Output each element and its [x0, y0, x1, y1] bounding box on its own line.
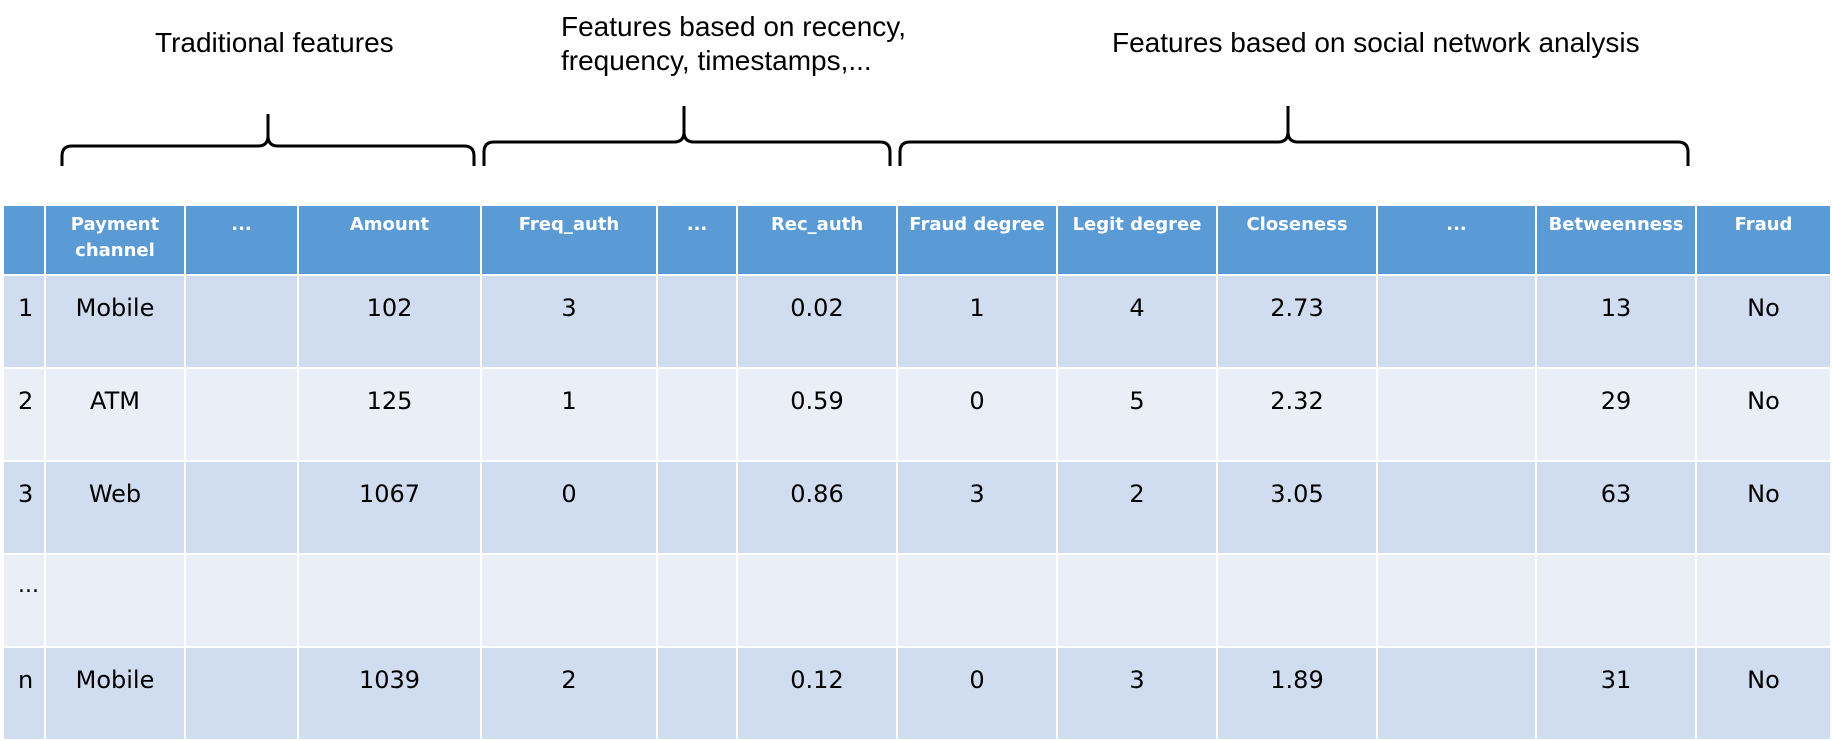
table-cell-ellipsis-1 [184, 553, 299, 648]
table-cell-payment-channel: Mobile [44, 646, 186, 741]
table-cell-payment-channel: ATM [44, 367, 186, 462]
table-cell-ellipsis-2 [656, 553, 738, 648]
column-header-betweenness: Betweenness [1535, 204, 1697, 276]
table-cell-fraud: No [1695, 460, 1832, 555]
group-label-traditional: Traditional features [155, 27, 394, 58]
column-header-ellipsis-3: ... [1376, 204, 1537, 276]
table-cell-payment-channel: Web [44, 460, 186, 555]
table-cell-fraud: No [1695, 274, 1832, 369]
table-cell-rec-auth: 0.02 [736, 274, 898, 369]
table-cell-amount: 102 [297, 274, 482, 369]
table-cell-ellipsis-2 [656, 460, 738, 555]
table-row: n Mobile 1039 2 0.12 0 3 1.89 31 No [2, 646, 1832, 741]
table-body: 1 Mobile 102 3 0.02 1 4 2.73 13 No 2 ATM 125 1 0.59 0 5 2… [2, 274, 1832, 741]
column-header-ellipsis-2: ... [656, 204, 738, 276]
table-cell-index: 2 [2, 367, 46, 462]
table-cell-betweenness [1535, 553, 1697, 648]
table-row: 1 Mobile 102 3 0.02 1 4 2.73 13 No [2, 274, 1832, 369]
table-cell-ellipsis-1 [184, 274, 299, 369]
table-cell-closeness: 3.05 [1216, 460, 1378, 555]
column-header-payment-channel: Payment channel [44, 204, 186, 276]
table-cell-fraud [1695, 553, 1832, 648]
table-cell-closeness: 1.89 [1216, 646, 1378, 741]
table-cell-ellipsis-1 [184, 646, 299, 741]
column-header-rec-auth: Rec_auth [736, 204, 898, 276]
table-cell-fraud: No [1695, 367, 1832, 462]
table-cell-amount: 1039 [297, 646, 482, 741]
table-cell-closeness: 2.73 [1216, 274, 1378, 369]
table-row: 3 Web 1067 0 0.86 3 2 3.05 63 No [2, 460, 1832, 555]
table-cell-fraud-degree: 0 [896, 367, 1058, 462]
group-label-recency: Features based on recency, frequency, ti… [561, 11, 907, 76]
table-cell-rec-auth: 0.86 [736, 460, 898, 555]
table-cell-amount: 125 [297, 367, 482, 462]
group-braces [60, 106, 1690, 166]
table-cell-fraud: No [1695, 646, 1832, 741]
table-cell-betweenness: 31 [1535, 646, 1697, 741]
table-row: 2 ATM 125 1 0.59 0 5 2.32 29 No [2, 367, 1832, 462]
features-table: Payment channel... Amount Freq_auth... Rec_… [2, 204, 1832, 741]
column-header-legit-degree: Legit degree [1056, 204, 1218, 276]
table-cell-closeness [1216, 553, 1378, 648]
table-cell-ellipsis-2 [656, 274, 738, 369]
table-cell-index: n [2, 646, 46, 741]
table-cell-payment-channel [44, 553, 186, 648]
table-cell-freq-auth [480, 553, 658, 648]
table-cell-legit-degree: 2 [1056, 460, 1218, 555]
table-cell-ellipsis-3 [1376, 460, 1537, 555]
table-cell-amount [297, 553, 482, 648]
table-cell-fraud-degree [896, 553, 1058, 648]
brace-recency [482, 106, 892, 166]
group-label-social-network: Features based on social network analysi… [1112, 27, 1640, 58]
table-cell-betweenness: 13 [1535, 274, 1697, 369]
table-cell-legit-degree: 4 [1056, 274, 1218, 369]
table-cell-legit-degree [1056, 553, 1218, 648]
column-header-fraud: Fraud [1695, 204, 1832, 276]
table-cell-index: 3 [2, 460, 46, 555]
header-row: Payment channel... Amount Freq_auth... Rec_… [2, 204, 1832, 276]
brace-social-network [898, 106, 1690, 166]
table-cell-amount: 1067 [297, 460, 482, 555]
table-cell-ellipsis-3 [1376, 274, 1537, 369]
table-cell-ellipsis-2 [656, 646, 738, 741]
table-cell-closeness: 2.32 [1216, 367, 1378, 462]
table-cell-rec-auth: 0.59 [736, 367, 898, 462]
table-cell-ellipsis-2 [656, 367, 738, 462]
table-cell-ellipsis-3 [1376, 646, 1537, 741]
table-cell-freq-auth: 3 [480, 274, 658, 369]
table-cell-index: 1 [2, 274, 46, 369]
table-cell-ellipsis-1 [184, 460, 299, 555]
table-cell-freq-auth: 0 [480, 460, 658, 555]
table-cell-fraud-degree: 0 [896, 646, 1058, 741]
table-cell-ellipsis-3 [1376, 367, 1537, 462]
table-cell-ellipsis-1 [184, 367, 299, 462]
table-cell-rec-auth: 0.12 [736, 646, 898, 741]
column-header-index [2, 204, 46, 276]
table-cell-index: ... [2, 553, 46, 648]
column-header-amount: Amount [297, 204, 482, 276]
table-row: ... [2, 553, 1832, 648]
table-cell-betweenness: 63 [1535, 460, 1697, 555]
column-header-fraud-degree: Fraud degree [896, 204, 1058, 276]
table-cell-fraud-degree: 3 [896, 460, 1058, 555]
table-cell-freq-auth: 1 [480, 367, 658, 462]
table-cell-legit-degree: 3 [1056, 646, 1218, 741]
column-header-ellipsis-1: ... [184, 204, 299, 276]
table-cell-payment-channel: Mobile [44, 274, 186, 369]
column-header-freq-auth: Freq_auth [480, 204, 658, 276]
table-cell-freq-auth: 2 [480, 646, 658, 741]
table-cell-legit-degree: 5 [1056, 367, 1218, 462]
table-cell-betweenness: 29 [1535, 367, 1697, 462]
brace-traditional [60, 114, 476, 166]
column-header-closeness: Closeness [1216, 204, 1378, 276]
table-cell-rec-auth [736, 553, 898, 648]
table-cell-fraud-degree: 1 [896, 274, 1058, 369]
table-cell-ellipsis-3 [1376, 553, 1537, 648]
